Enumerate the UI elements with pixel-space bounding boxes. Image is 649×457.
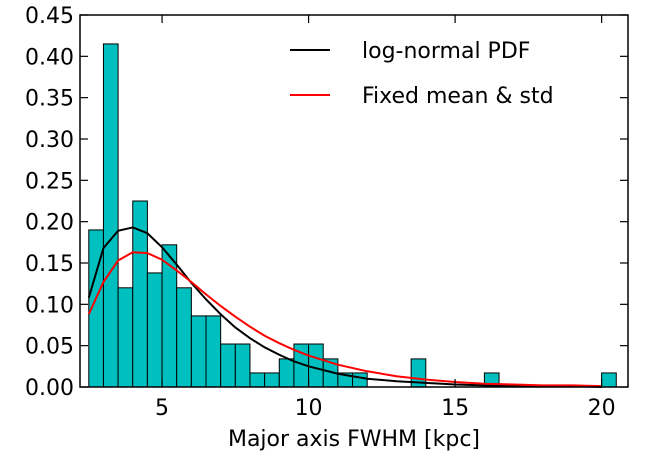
y-tick-label: 0.35 <box>25 87 74 112</box>
legend: log-normal PDF Fixed mean & std <box>290 39 554 109</box>
histogram-bar <box>205 315 222 388</box>
legend-label-log-normal: log-normal PDF <box>362 39 530 64</box>
y-tick-label: 0.00 <box>25 376 74 401</box>
histogram-bar <box>117 287 134 388</box>
histogram-bar <box>601 372 617 388</box>
histogram-bar <box>220 343 236 388</box>
axis-tick-labels: 5 10 15 20 0.00 0.05 0.10 0.15 0.20 0.25 0.30 0.35 0… <box>25 4 616 421</box>
plot-frame <box>79 14 629 388</box>
series-line-1 <box>87 251 602 388</box>
x-tick-label: 20 <box>588 396 616 421</box>
legend-label-fixed-mean: Fixed mean & std <box>362 84 554 109</box>
histogram-bars <box>88 43 617 388</box>
series-line-0 <box>87 226 602 388</box>
histogram-bar <box>249 372 266 388</box>
histogram-bar <box>234 343 251 388</box>
y-tick-label: 0.05 <box>25 335 74 360</box>
histogram-bar <box>264 372 280 388</box>
y-tick-label: 0.15 <box>25 252 74 277</box>
histogram-bar <box>102 43 119 388</box>
y-tick-label: 0.10 <box>25 293 74 318</box>
axis-ticks <box>80 14 628 388</box>
y-tick-label: 0.40 <box>25 45 74 70</box>
x-tick-label: 15 <box>441 396 469 421</box>
y-tick-label: 0.20 <box>25 211 74 236</box>
histogram-bar <box>308 343 324 388</box>
x-axis-title: Major axis FWHM [kpc] <box>228 427 480 452</box>
y-tick-label: 0.30 <box>25 128 74 153</box>
histogram-bar <box>278 358 295 388</box>
histogram-bar <box>146 272 163 388</box>
y-tick-label: 0.45 <box>25 4 74 29</box>
histogram-bar <box>190 315 207 388</box>
x-tick-label: 5 <box>155 396 169 421</box>
histogram-bar <box>176 287 192 388</box>
y-tick-label: 0.25 <box>25 169 74 194</box>
histogram-bar <box>352 372 368 388</box>
pdf-curves <box>87 226 602 388</box>
x-tick-label: 10 <box>295 396 323 421</box>
